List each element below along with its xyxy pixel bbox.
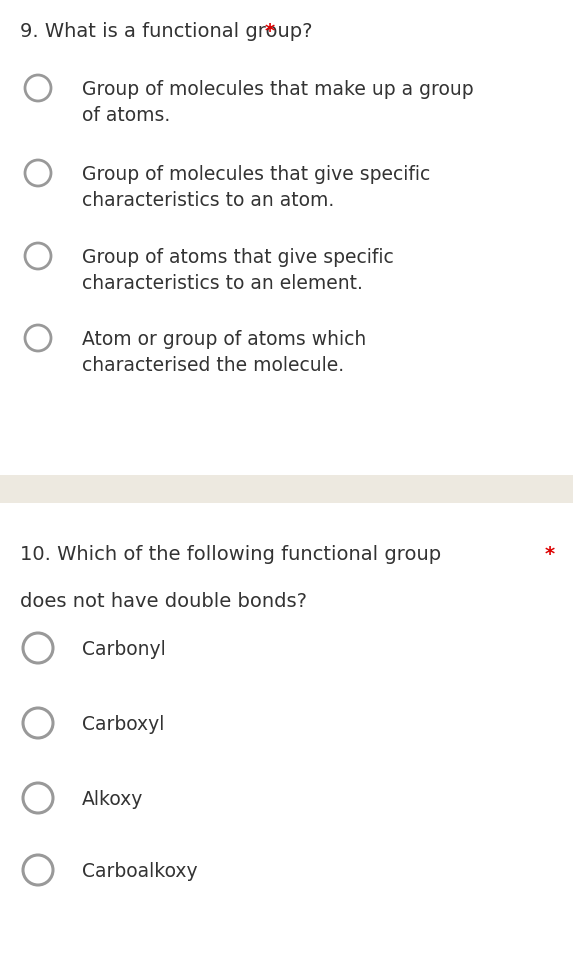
Bar [0,475,573,503]
Text: Carbonyl: Carbonyl [82,640,166,659]
Circle shape [23,708,53,738]
Text: does not have double bonds?: does not have double bonds? [20,592,307,611]
Circle shape [25,75,51,101]
Text: Group of molecules that give specific
characteristics to an atom.: Group of molecules that give specific ch… [82,165,430,210]
Text: *: * [265,22,275,41]
Circle shape [25,325,51,351]
Text: 10. Which of the following functional group: 10. Which of the following functional gr… [20,545,441,564]
Circle shape [23,855,53,885]
Text: *: * [545,545,555,564]
Text: Group of molecules that make up a group
of atoms.: Group of molecules that make up a group … [82,80,474,125]
Text: Carboalkoxy: Carboalkoxy [82,862,198,881]
Text: Carboxyl: Carboxyl [82,715,164,734]
Text: Atom or group of atoms which
characterised the molecule.: Atom or group of atoms which characteris… [82,330,366,374]
Circle shape [25,243,51,269]
Text: Alkoxy: Alkoxy [82,790,143,809]
Text: 9. What is a functional group?: 9. What is a functional group? [20,22,319,41]
Circle shape [25,160,51,186]
Circle shape [23,633,53,663]
Text: Group of atoms that give specific
characteristics to an element.: Group of atoms that give specific charac… [82,248,394,292]
Circle shape [23,783,53,813]
